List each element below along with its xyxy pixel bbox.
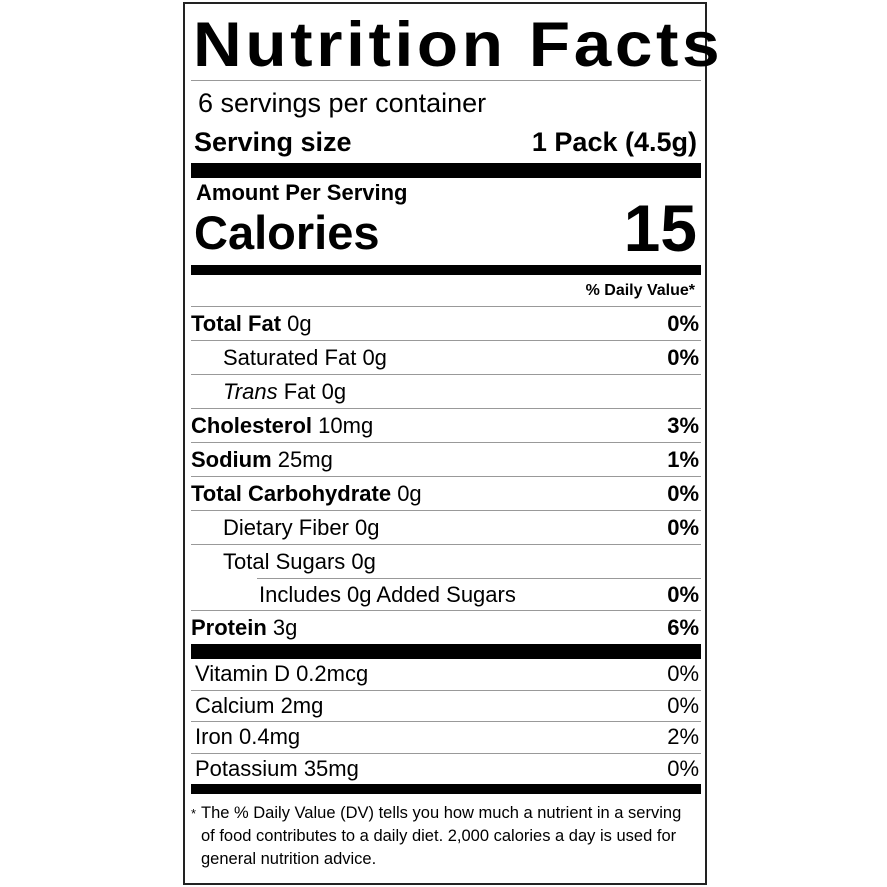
vitamin-dv: 0% <box>667 661 699 687</box>
nutrient-amount: 0g <box>321 378 347 404</box>
vitamin-label: Potassium 35mg <box>195 756 359 782</box>
serving-size-label: Serving size <box>194 127 352 157</box>
footnote-text: The % Daily Value (DV) tells you how muc… <box>201 804 682 868</box>
nutrient-dv: 0% <box>667 514 699 540</box>
nutrient-row-dietary-fiber: Dietary Fiber 0g 0% <box>191 511 701 545</box>
vitamin-label: Calcium 2mg <box>195 692 324 718</box>
nutrient-dv: 0% <box>667 310 699 336</box>
footnote: * The % Daily Value (DV) tells you how m… <box>191 802 695 871</box>
nutrient-row-added-sugars: Includes 0g Added Sugars 0% <box>191 579 701 611</box>
nutrient-dv: 1% <box>667 446 699 472</box>
nutrient-dv: 0% <box>667 581 699 607</box>
nutrient-name: Protein <box>191 615 267 640</box>
nutrient-dv: 3% <box>667 412 699 438</box>
label-title: Nutrition Facts <box>193 10 724 80</box>
nutrient-name: Trans <box>223 378 278 404</box>
thick-divider <box>191 784 701 794</box>
nutrient-row-total-carbohydrate: Total Carbohydrate 0g 0% <box>191 477 701 511</box>
nutrient-row-total-fat: Total Fat 0g 0% <box>191 307 701 341</box>
nutrient-name: Total Carbohydrate <box>191 480 392 506</box>
nutrient-amount: 25mg <box>277 446 333 472</box>
nutrient-dv: 0% <box>667 344 699 370</box>
thick-divider <box>191 163 701 178</box>
servings-per-container: 6 servings per container <box>198 88 487 118</box>
nutrient-dv: 0% <box>667 480 699 506</box>
nutrient-amount: 0g <box>351 549 376 574</box>
amount-per-serving: Amount Per Serving <box>196 180 408 205</box>
nutrient-row-protein: Protein 3g 6% <box>191 611 701 645</box>
vitamin-label: Iron 0.4mg <box>195 724 301 750</box>
nutrient-row-cholesterol: Cholesterol 10mg 3% <box>191 409 701 443</box>
vitamin-label: Vitamin D 0.2mcg <box>195 661 369 687</box>
nutrient-row-trans-fat: Trans Fat 0g <box>191 375 701 409</box>
nutrient-amount: 0g <box>397 480 422 506</box>
nutrient-name: Total Sugars <box>223 549 346 574</box>
nutrient-amount: 3g <box>272 615 298 640</box>
vitamin-row-iron: Iron 0.4mg 2% <box>191 722 701 754</box>
calories-label: Calories <box>194 206 380 259</box>
vitamin-dv: 0% <box>667 692 699 718</box>
vitamin-row-vitamin-d: Vitamin D 0.2mcg 0% <box>191 659 701 691</box>
serving-size-row: Serving size 1 Pack (4.5g) <box>194 127 697 158</box>
nutrient-amount: 10mg <box>318 412 374 438</box>
footnote-star: * <box>191 806 197 821</box>
daily-value-header: % Daily Value* <box>585 282 695 299</box>
divider <box>191 306 701 307</box>
nutrition-facts-label: Nutrition Facts 6 servings per container… <box>183 2 720 885</box>
vitamin-dv: 2% <box>667 724 699 750</box>
nutrient-row-sodium: Sodium 25mg 1% <box>191 443 701 477</box>
nutrient-name: Sodium <box>191 446 272 472</box>
thick-divider <box>191 265 701 275</box>
nutrient-name: Total Fat <box>191 310 282 336</box>
nutrient-amount: 0g <box>362 344 387 370</box>
divider <box>257 578 701 579</box>
vitamin-row-potassium: Potassium 35mg 0% <box>191 754 701 786</box>
serving-size-value: 1 Pack (4.5g) <box>531 127 697 157</box>
nutrient-row-saturated-fat: Saturated Fat 0g 0% <box>191 341 701 375</box>
nutrient-name-suffix: Fat <box>283 378 316 404</box>
vitamin-dv: 0% <box>667 756 699 782</box>
nutrient-name: Saturated Fat <box>223 344 357 370</box>
nutrient-amount: 0g <box>355 514 380 540</box>
nutrient-name: Cholesterol <box>191 412 313 438</box>
calories-value: 15 <box>623 191 697 265</box>
thick-divider <box>191 644 701 659</box>
divider <box>191 80 701 81</box>
nutrient-row-total-sugars: Total Sugars 0g <box>191 545 701 579</box>
vitamin-row-calcium: Calcium 2mg 0% <box>191 691 701 722</box>
nutrient-amount: 0g <box>287 310 312 336</box>
nutrient-name: Includes 0g Added Sugars <box>259 581 516 607</box>
nutrient-name: Dietary Fiber <box>223 514 349 540</box>
nutrient-dv: 6% <box>667 615 699 640</box>
